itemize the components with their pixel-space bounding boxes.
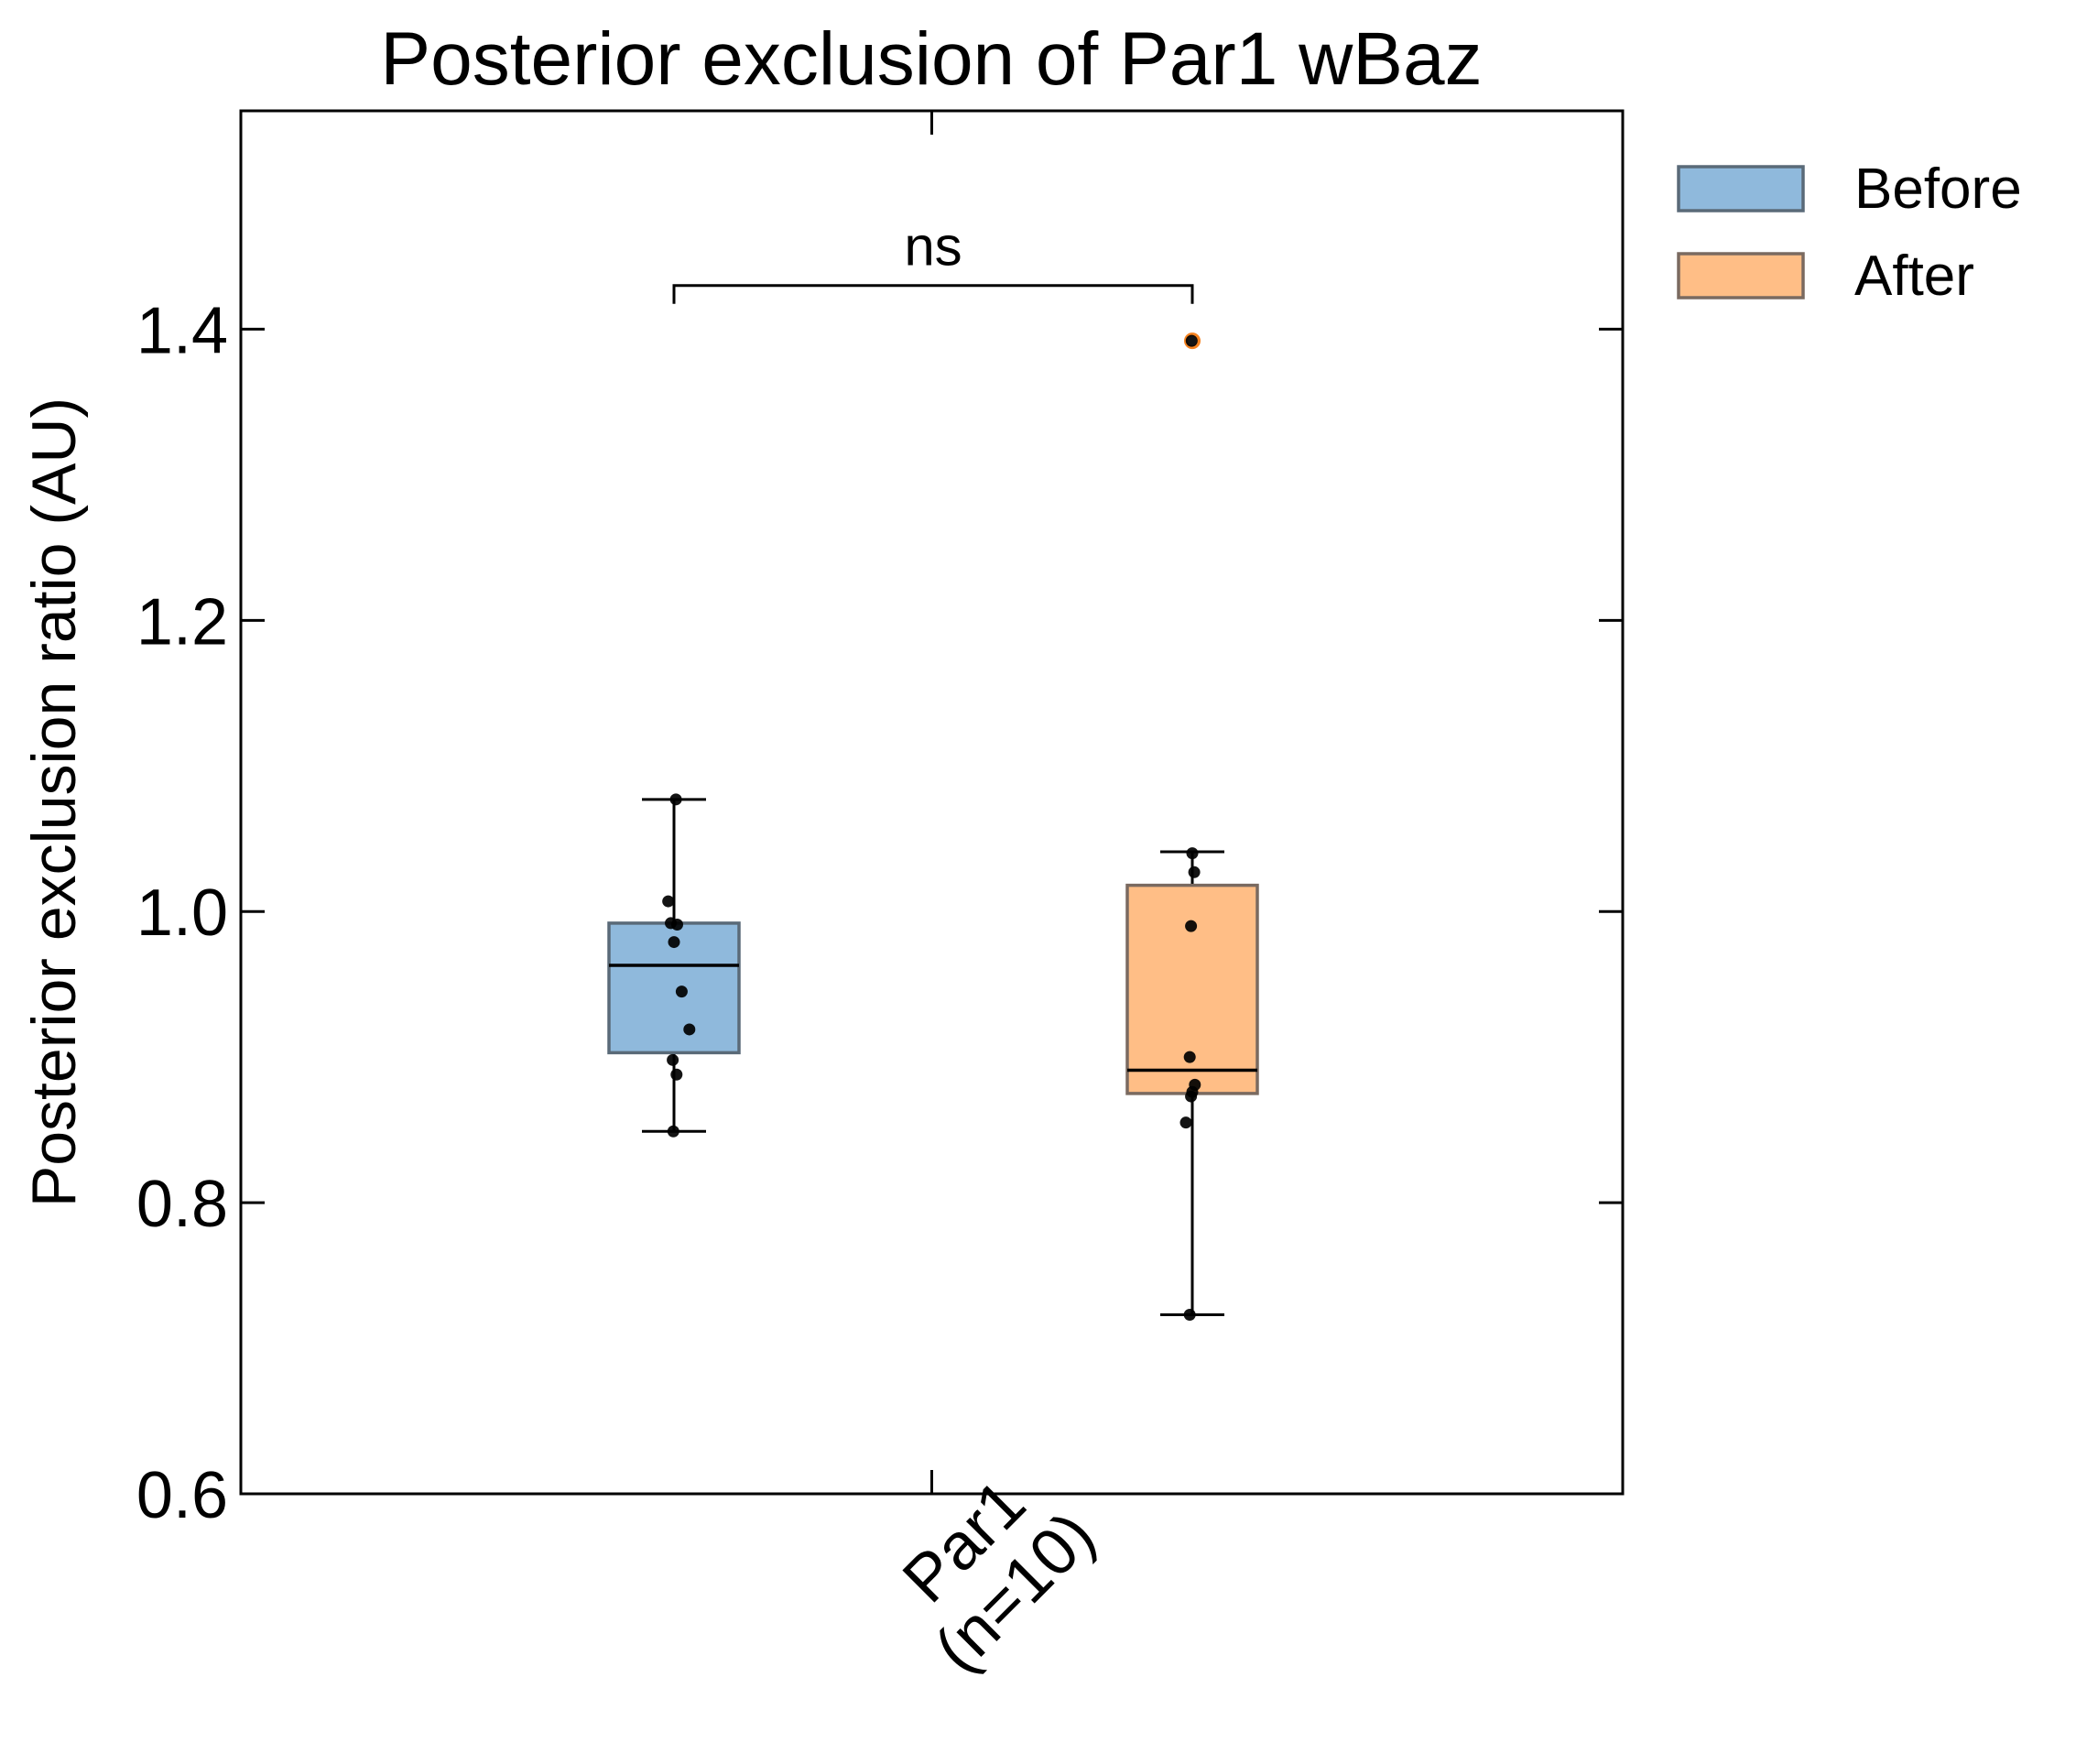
legend-label-after: After <box>1854 245 1974 308</box>
x-tick-label: Par1 (n=10) <box>889 1466 1109 1686</box>
data-point <box>1185 1090 1198 1103</box>
y-tick-label: 1.4 <box>136 294 228 367</box>
data-point <box>1183 1308 1196 1321</box>
significance-label: ns <box>904 216 962 278</box>
y-tick-label: 1.2 <box>136 585 228 659</box>
data-point <box>671 919 683 931</box>
y-tick-label: 0.6 <box>136 1459 228 1532</box>
data-point <box>1188 866 1201 878</box>
data-point <box>1185 334 1198 347</box>
data-point <box>1186 847 1199 860</box>
legend-swatch-before <box>1677 165 1805 212</box>
data-point <box>667 1053 679 1066</box>
data-point <box>669 793 682 806</box>
y-tick-label: 0.8 <box>136 1168 228 1241</box>
chart-title: Posterior exclusion of Par1 wBaz <box>380 17 1482 101</box>
data-point <box>675 985 688 998</box>
data-point <box>667 1125 679 1138</box>
data-point <box>670 1068 683 1081</box>
plot-area: ns <box>607 216 1259 1321</box>
data-point <box>1179 1116 1192 1129</box>
legend-label-before: Before <box>1854 158 2022 221</box>
data-point <box>662 895 675 908</box>
y-tick-label: 1.0 <box>136 877 228 950</box>
legend-swatch-after <box>1677 252 1805 299</box>
data-point <box>1185 920 1198 932</box>
data-point <box>683 1023 696 1036</box>
plot-frame <box>239 109 1625 1496</box>
data-point <box>668 936 680 949</box>
significance-bracket <box>672 284 1194 304</box>
legend: Before After <box>1677 158 2022 308</box>
data-point <box>1183 1051 1196 1063</box>
y-axis-label: Posterior exclusion ratio (AU) <box>19 397 89 1207</box>
